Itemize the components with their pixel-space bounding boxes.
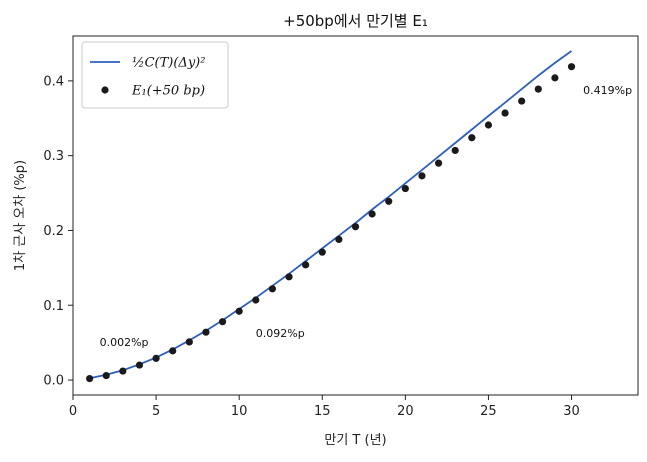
- scatter-point: [567, 63, 576, 71]
- scatter-point: [501, 109, 509, 117]
- plot-area: [72, 35, 639, 396]
- legend-entry: E₁(+50 bp): [131, 84, 205, 99]
- scatter-point: [418, 172, 426, 180]
- x-tick-label: 20: [397, 404, 414, 419]
- legend-entry: ½C(T)(Δy)²: [132, 56, 205, 71]
- scatter-point: [268, 285, 277, 293]
- x-axis: 0 5 10 15 20 25 30: [69, 395, 580, 419]
- scatter-point: [335, 235, 343, 244]
- annotation-label: 0.002%p: [100, 336, 149, 349]
- annotations: 0.002%p 0.092%p 0.419%p: [100, 84, 633, 349]
- legend: ½C(T)(Δy)² E₁(+50 bp): [81, 41, 229, 109]
- x-axis-label: 만기 T (년): [324, 433, 386, 448]
- scatter-point: [484, 121, 493, 129]
- legend-box: [81, 41, 229, 109]
- x-tick-label: 30: [563, 404, 580, 419]
- scatter-point: [252, 296, 260, 304]
- x-tick-label: 10: [231, 404, 248, 419]
- x-tick-label: 0: [69, 404, 77, 419]
- annotation-label: 0.092%p: [256, 327, 305, 340]
- scatter-point: [468, 134, 476, 142]
- y-tick-label: 0.3: [43, 149, 64, 164]
- scatter-point: [152, 354, 160, 362]
- scatter-point: [185, 338, 193, 346]
- scatter-point: [368, 210, 376, 218]
- y-tick-label: 0.1: [43, 299, 64, 314]
- y-axis: 0.0 0.1 0.2 0.3 0.4: [43, 74, 73, 389]
- scatter-point: [534, 85, 542, 93]
- y-tick-label: 0.4: [43, 74, 64, 89]
- annotation-label: 0.419%p: [583, 84, 632, 97]
- scatter-point: [119, 367, 127, 375]
- scatter-point: [385, 197, 393, 205]
- y-axis-label: 1차 근사 오차 (%p): [13, 160, 28, 271]
- x-tick-label: 25: [480, 404, 497, 419]
- chart-title: +50bp에서 만기별 E₁: [283, 12, 428, 30]
- x-tick-label: 5: [152, 404, 160, 419]
- scatter-point: [102, 371, 110, 380]
- scatter-point: [285, 273, 293, 281]
- scatter-point: [451, 146, 459, 155]
- scatter-point: [551, 74, 559, 82]
- scatter-point: [518, 97, 526, 105]
- legend-marker-swatch: [101, 86, 109, 94]
- scatter-point: [302, 261, 310, 269]
- scatter-point: [434, 159, 443, 167]
- x-tick-label: 15: [314, 404, 331, 419]
- y-tick-label: 0.0: [43, 374, 64, 389]
- scatter-point: [169, 347, 177, 355]
- scatter-point: [318, 248, 326, 256]
- scatter-point: [86, 374, 94, 383]
- scatter-point: [351, 223, 360, 231]
- scatter-point: [218, 318, 227, 326]
- plot-frame: [72, 35, 639, 396]
- scatter-point: [202, 328, 210, 336]
- y-tick-label: 0.2: [43, 224, 64, 239]
- scatter-point: [135, 361, 144, 369]
- scatter-point: [401, 184, 409, 193]
- scatter-point: [235, 307, 243, 315]
